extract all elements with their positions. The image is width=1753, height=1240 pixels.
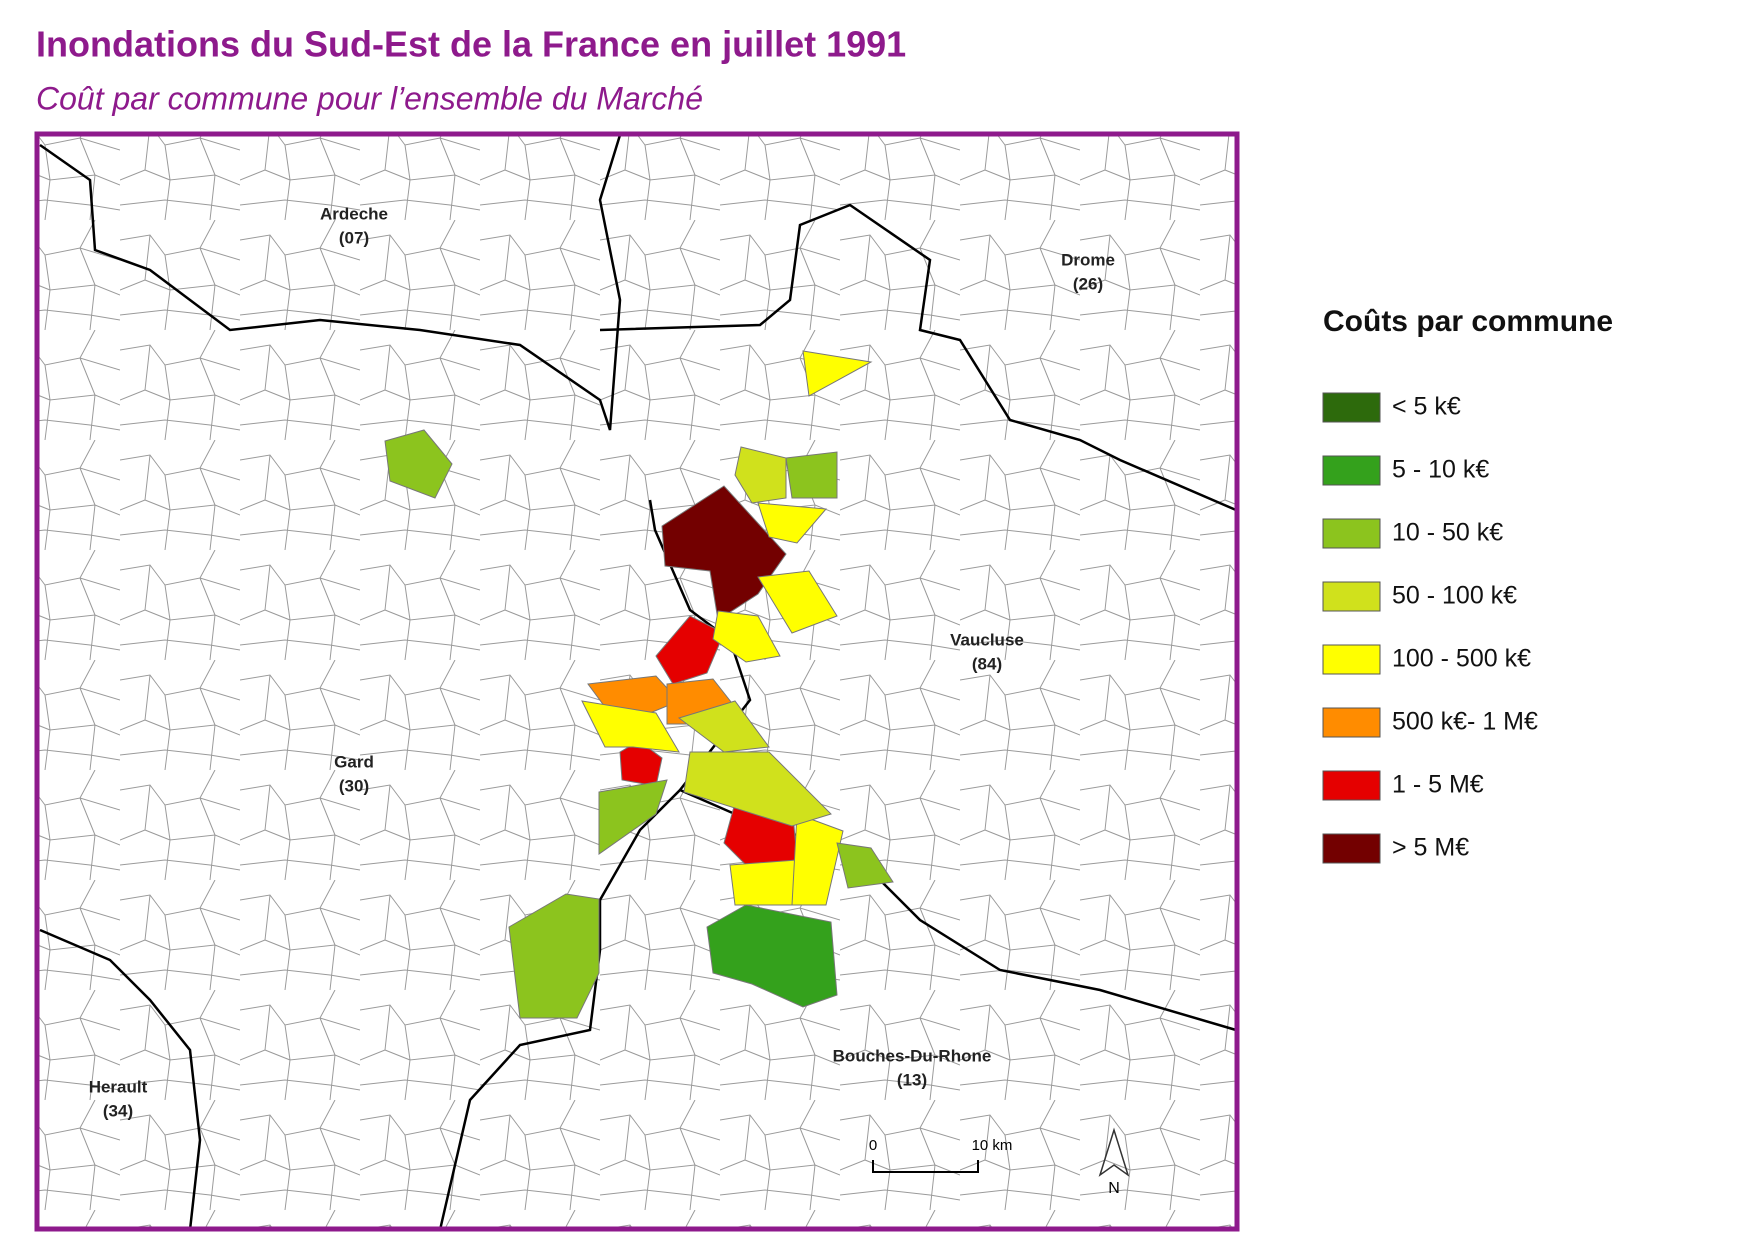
commune (683, 751, 832, 827)
commune (734, 446, 787, 504)
commune (598, 779, 668, 855)
department-code: (26) (1073, 274, 1103, 293)
legend-label: 5 - 10 k€ (1392, 456, 1489, 484)
commune (706, 904, 838, 1008)
legend-swatch (1322, 644, 1381, 675)
department-code: (07) (339, 228, 369, 247)
legend-label: < 5 k€ (1392, 393, 1461, 421)
department-name: Ardeche (320, 204, 388, 223)
commune (655, 615, 725, 685)
map-frame (34, 131, 1240, 1232)
department-code: (13) (897, 1070, 927, 1089)
legend-swatch (1322, 833, 1381, 864)
commune (802, 350, 873, 397)
department-name: Gard (334, 752, 374, 771)
department-name: Bouches-Du-Rhone (833, 1046, 992, 1065)
legend-label: 10 - 50 k€ (1392, 519, 1503, 547)
department-code: (84) (972, 654, 1002, 673)
department-name: Vaucluse (950, 630, 1024, 649)
scale-end: 10 km (972, 1137, 1013, 1154)
legend-swatch (1322, 518, 1381, 549)
commune (384, 429, 453, 499)
subtitle: Coût par commune pour l’ensemble du Marc… (36, 80, 703, 116)
commune (757, 502, 828, 544)
legend-label: > 5 M€ (1392, 834, 1469, 862)
legend-title: Coûts par commune (1323, 305, 1613, 338)
scale-start: 0 (869, 1137, 877, 1154)
department-code: (30) (339, 776, 369, 795)
title: Inondations du Sud-Est de la France en j… (36, 24, 906, 65)
legend-swatch (1322, 770, 1381, 801)
communes-flooded (384, 350, 894, 1019)
legend: Coûts par commune < 5 k€ 5 - 10 k€ 10 - 50… (1322, 305, 1613, 864)
department-code: (34) (103, 1101, 133, 1120)
scale-bar: 0 10 km (869, 1137, 1013, 1173)
commune (712, 610, 781, 663)
commune (677, 700, 770, 753)
commune (757, 570, 838, 634)
legend-swatch (1322, 581, 1381, 612)
north-label: N (1108, 1180, 1120, 1197)
commune (836, 842, 894, 889)
department-name: Herault (89, 1077, 148, 1096)
legend-label: 50 - 100 k€ (1392, 582, 1517, 610)
legend-swatch (1322, 392, 1381, 423)
legend-swatch (1322, 707, 1381, 738)
north-arrow: N (1098, 1127, 1130, 1197)
legend-label: 500 k€- 1 M€ (1392, 708, 1538, 736)
legend-swatch (1322, 455, 1381, 486)
commune (587, 675, 680, 714)
commune (508, 893, 600, 1019)
commune (729, 859, 798, 906)
legend-label: 100 - 500 k€ (1392, 645, 1531, 673)
department-name: Drome (1061, 250, 1115, 269)
commune (581, 700, 680, 753)
map: Ardeche (07) Drome (26) Vaucluse (84) Gard (30)… (34, 131, 1240, 1232)
commune (785, 451, 838, 499)
legend-label: 1 - 5 M€ (1392, 771, 1484, 799)
commune (661, 485, 787, 621)
commune (791, 813, 844, 906)
